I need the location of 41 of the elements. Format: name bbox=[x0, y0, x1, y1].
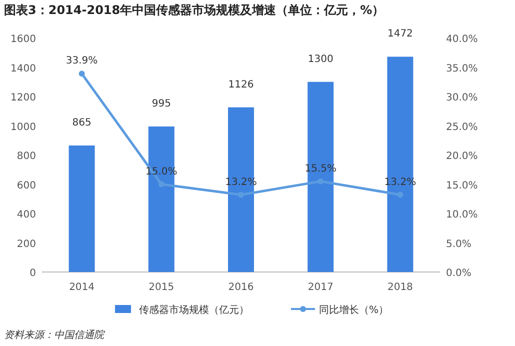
y-tick-label: 400 bbox=[16, 210, 36, 220]
data-label: 33.9% bbox=[66, 56, 98, 67]
text: 资料来源：中国信通院 bbox=[4, 329, 106, 341]
y2-tick-label: 15.0% bbox=[446, 180, 478, 192]
y-tick-label: 0 bbox=[30, 268, 36, 279]
point bbox=[397, 192, 404, 198]
y2-tick-label: 30.0% bbox=[446, 92, 478, 104]
legend-label: 传感器市场规模（亿元） bbox=[139, 304, 249, 316]
y2-tick-label: 5.0% bbox=[446, 238, 472, 250]
y-tick-label: 800 bbox=[16, 151, 36, 162]
data-label: 865 bbox=[72, 117, 92, 128]
point bbox=[78, 70, 85, 77]
data-label: 1300 bbox=[308, 54, 334, 65]
bar bbox=[308, 82, 334, 272]
y2-tick-label: 20.0% bbox=[446, 151, 478, 162]
y2-tick-label: 35.0% bbox=[446, 63, 478, 74]
x-tick-label: 2014 bbox=[69, 282, 95, 293]
bar bbox=[387, 56, 414, 272]
y2-tick-label: 25.0% bbox=[446, 122, 478, 133]
y-tick-label: 200 bbox=[16, 238, 36, 250]
data-label: 995 bbox=[152, 98, 171, 110]
bar bbox=[68, 145, 95, 272]
y-tick-label: 1400 bbox=[10, 63, 36, 74]
y-tick-label: 1200 bbox=[10, 92, 36, 104]
y-tick-label: 600 bbox=[16, 180, 36, 192]
x-tick-label: 2018 bbox=[387, 282, 413, 293]
y2-tick-label: 0.0% bbox=[446, 268, 472, 279]
x-tick-label: 2015 bbox=[148, 282, 174, 293]
point bbox=[318, 178, 324, 184]
chart-title: 图表3：2014-2018年中国传感器市场规模及增速（单位：亿元，%） bbox=[4, 3, 384, 17]
y2-tick-label: 40.0% bbox=[446, 34, 478, 45]
data-label: 1472 bbox=[387, 28, 413, 40]
legend-label: 同比增长（%） bbox=[319, 304, 389, 316]
point bbox=[158, 181, 164, 188]
y2-tick-label: 10.0% bbox=[446, 210, 478, 220]
y-tick-label: 1600 bbox=[10, 34, 36, 45]
data-label: 1126 bbox=[228, 79, 254, 90]
point bbox=[238, 192, 244, 198]
y-tick-label: 1000 bbox=[10, 122, 36, 133]
x-tick-label: 2016 bbox=[228, 282, 254, 293]
x-tick-label: 2017 bbox=[308, 282, 334, 293]
